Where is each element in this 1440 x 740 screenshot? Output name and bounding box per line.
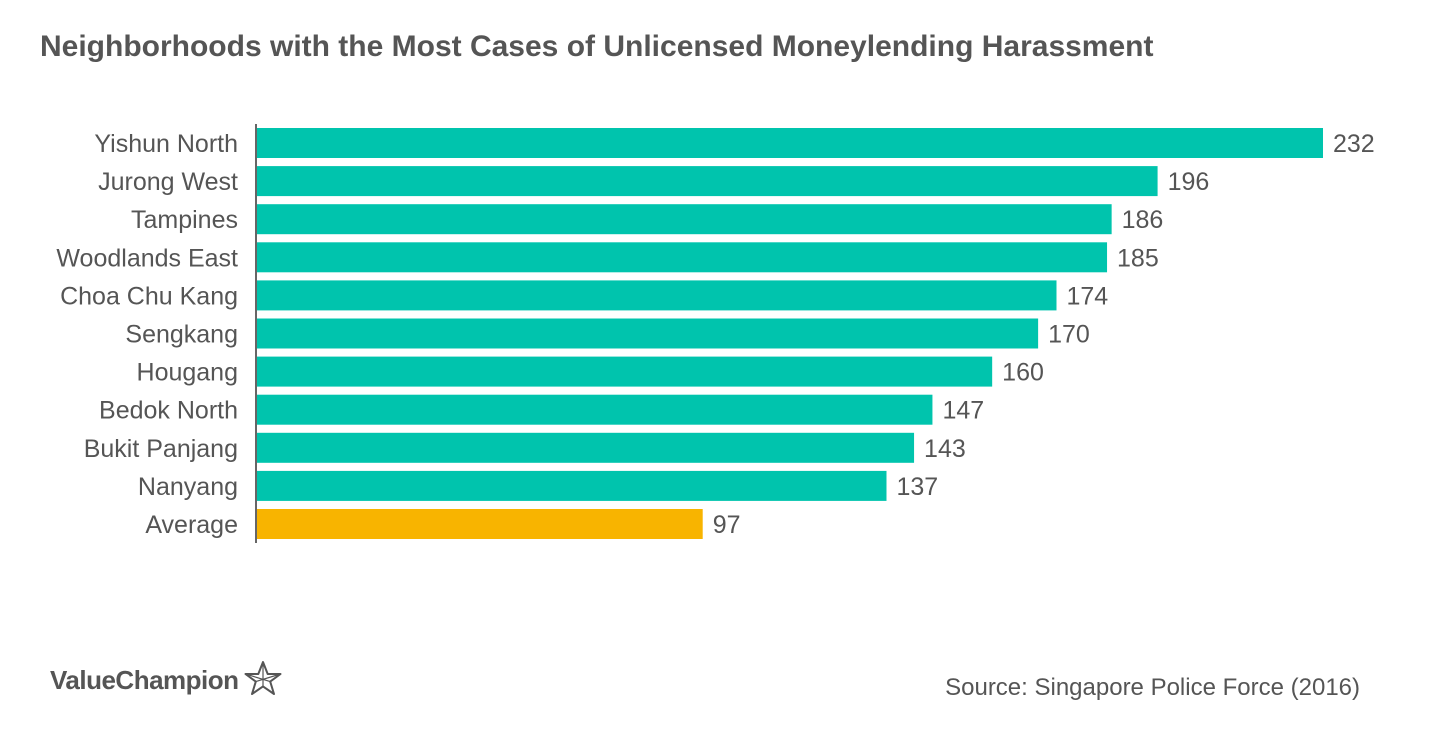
bar-hougang [257, 356, 993, 387]
bar-average [257, 509, 703, 539]
value-label-jurong-west: 196 [1168, 168, 1210, 196]
category-label-bedok-north: Bedok North [99, 397, 238, 425]
source-note: Source: Singapore Police Force (2016) [945, 674, 1360, 701]
bar-jurong-west [257, 166, 1158, 197]
chart-title: Neighborhoods with the Most Cases of Unl… [40, 30, 1154, 63]
value-label-choa-chu-kang: 174 [1067, 282, 1109, 310]
value-label-sengkang: 170 [1048, 321, 1090, 349]
category-label-bukit-panjang: Bukit Panjang [84, 435, 238, 463]
value-label-nanyang: 137 [896, 473, 938, 501]
star-outline-icon [243, 660, 283, 701]
value-label-yishun-north: 232 [1333, 130, 1375, 158]
category-label-choa-chu-kang: Choa Chu Kang [60, 282, 238, 310]
category-label-woodlands-east: Woodlands East [56, 244, 238, 272]
category-label-yishun-north: Yishun North [94, 130, 238, 158]
category-label-nanyang: Nanyang [138, 473, 238, 501]
value-label-hougang: 160 [1002, 359, 1044, 387]
bar-bukit-panjang [257, 432, 915, 463]
bar-woodlands-east [257, 242, 1108, 273]
bar-tampines [257, 204, 1112, 235]
bar-choa-chu-kang [257, 280, 1057, 311]
value-label-tampines: 186 [1122, 206, 1164, 234]
bar-bedok-north [257, 394, 933, 425]
brand-logo: ValueChampion [50, 660, 283, 701]
category-label-sengkang: Sengkang [125, 321, 238, 349]
value-label-bukit-panjang: 143 [924, 435, 966, 463]
value-label-bedok-north: 147 [942, 397, 984, 425]
bar-nanyang [257, 470, 887, 501]
value-label-woodlands-east: 185 [1117, 244, 1159, 272]
category-label-jurong-west: Jurong West [98, 168, 238, 196]
bar-sengkang [257, 318, 1039, 349]
category-label-average: Average [145, 511, 238, 539]
bar-yishun-north [257, 128, 1323, 158]
category-label-hougang: Hougang [137, 359, 238, 387]
brand-name: ValueChampion [50, 665, 239, 695]
category-label-tampines: Tampines [131, 206, 238, 234]
value-label-average: 97 [713, 511, 741, 539]
